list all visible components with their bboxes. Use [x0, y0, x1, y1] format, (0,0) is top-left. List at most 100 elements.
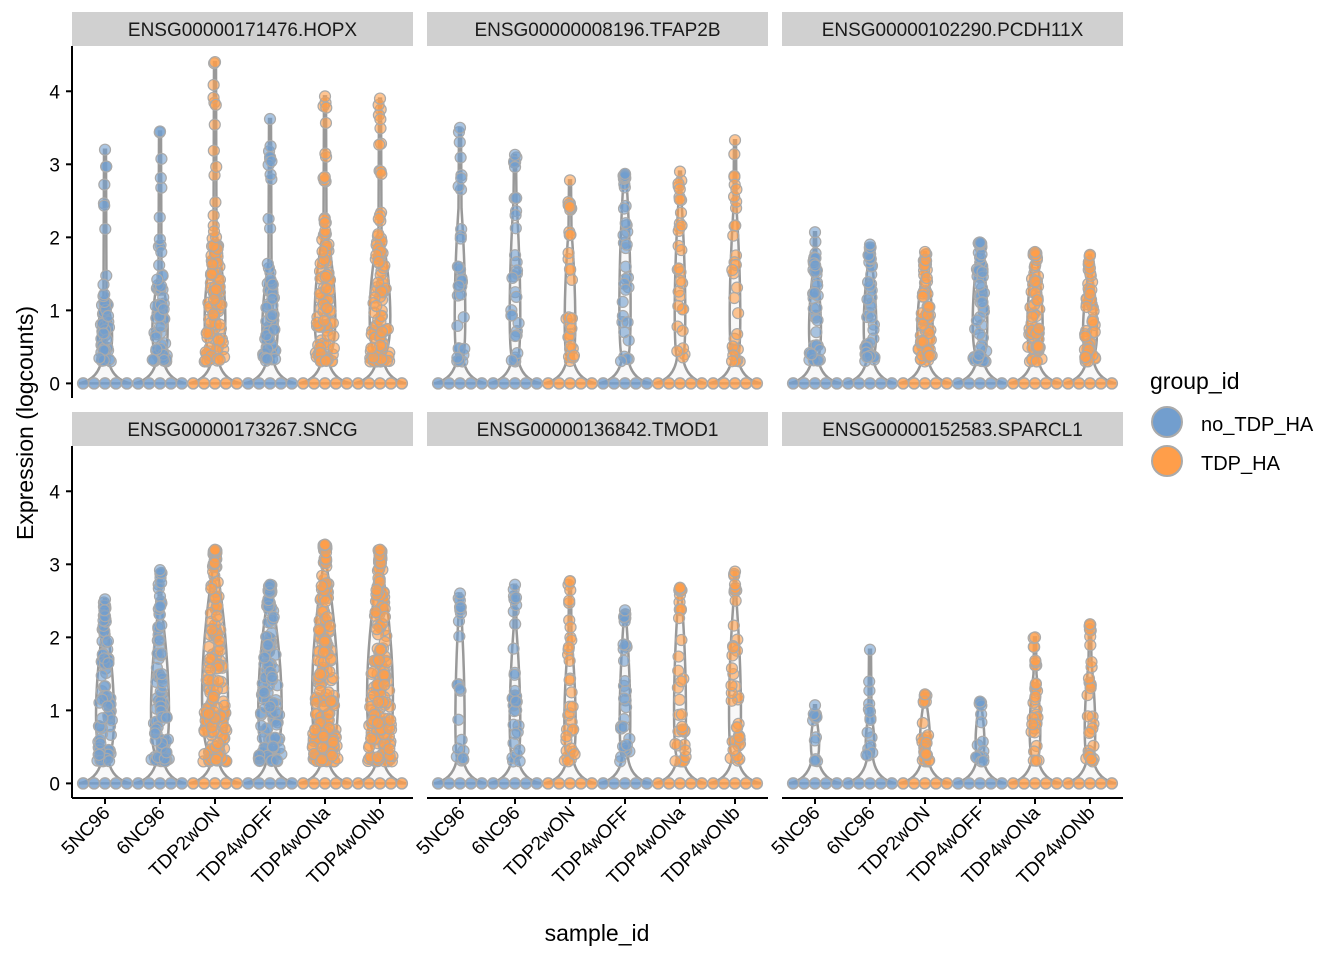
data-point: [861, 350, 874, 364]
data-point: [614, 355, 628, 368]
data-point: [574, 377, 588, 390]
violin-TDP4wONa: [651, 581, 709, 790]
data-point: [219, 777, 233, 790]
data-point: [95, 669, 108, 682]
data-point: [76, 777, 90, 790]
data-point: [457, 311, 470, 324]
data-point: [519, 777, 533, 790]
data-point: [153, 233, 166, 246]
data-point: [867, 323, 880, 336]
data-point: [808, 286, 821, 299]
data-point: [241, 377, 255, 390]
data-point: [319, 595, 332, 608]
data-point: [508, 668, 521, 681]
data-point: [319, 354, 333, 368]
data-point: [153, 320, 167, 333]
data-point: [319, 270, 332, 283]
data-point-max: [263, 112, 277, 126]
legend-key-tdp-ha: [1151, 445, 1183, 477]
facet-strip: [427, 12, 768, 46]
legend: group_id no_TDP_HA TDP_HA: [1150, 368, 1314, 477]
data-point: [268, 323, 281, 336]
data-point: [97, 327, 110, 340]
y-axis-title: Expression (logcounts): [12, 306, 38, 540]
data-point: [675, 708, 688, 721]
data-point: [596, 777, 610, 790]
data-point: [565, 312, 579, 325]
data-point-max: [863, 643, 877, 656]
data-point: [451, 260, 465, 273]
data-point: [615, 750, 628, 764]
data-point: [205, 268, 218, 281]
data-point: [786, 777, 800, 790]
data-point: [725, 679, 738, 692]
data-point: [684, 777, 698, 790]
data-point: [673, 377, 687, 390]
data-point: [207, 293, 221, 306]
data-point: [617, 202, 631, 215]
violin-TDP4wONb: [706, 134, 764, 390]
data-point: [375, 167, 388, 181]
data-point: [706, 377, 720, 390]
data-point: [861, 726, 874, 739]
panels: ENSG00000171476.HOPX 0 1 2 3 4 ENSG00000008196…: [49, 12, 1123, 889]
data-point: [509, 329, 522, 343]
data-point: [673, 777, 687, 790]
data-point: [618, 326, 631, 339]
data-point: [101, 700, 114, 713]
data-point: [312, 623, 326, 636]
data-point: [863, 675, 876, 688]
data-point: [296, 377, 310, 390]
data-point: [261, 638, 275, 652]
data-point: [318, 216, 331, 230]
data-point: [1017, 377, 1031, 390]
data-point: [651, 777, 665, 790]
data-point: [852, 777, 866, 790]
data-point: [252, 377, 266, 390]
data-point: [362, 377, 376, 390]
data-point: [269, 648, 282, 661]
data-point: [552, 377, 566, 390]
data-point: [640, 377, 654, 390]
data-point: [973, 278, 986, 291]
data-point: [673, 193, 686, 206]
violin-6NC96: [131, 564, 189, 790]
data-point: [808, 777, 822, 790]
data-point: [212, 334, 226, 347]
data-point: [207, 209, 220, 222]
data-point: [365, 342, 378, 355]
data-point: [616, 295, 629, 309]
data-point: [1082, 672, 1096, 685]
data-point: [863, 705, 877, 718]
facet-title: ENSG00000136842.TMOD1: [477, 420, 719, 441]
data-point: [563, 777, 577, 790]
x-axis-title: sample_id: [545, 920, 650, 946]
data-point: [672, 650, 685, 663]
data-point: [208, 118, 221, 131]
violin-TDP4wONb: [1061, 618, 1119, 790]
data-point: [727, 229, 740, 242]
violin-TDP4wONa: [651, 165, 709, 390]
facet-title: ENSG00000173267.SNCG: [127, 420, 357, 441]
facet-strip: [72, 12, 413, 46]
data-point: [148, 727, 162, 740]
data-point: [366, 666, 380, 679]
violin-TDP4wONa: [296, 538, 354, 790]
data-point: [676, 720, 689, 733]
data-point: [93, 748, 106, 761]
data-point: [508, 377, 522, 390]
violin-TDP4wOFF: [951, 236, 1009, 390]
data-point: [1026, 310, 1039, 323]
data-point: [274, 377, 288, 390]
data-point: [922, 326, 936, 340]
data-point: [717, 777, 731, 790]
data-point: [727, 641, 740, 654]
data-point: [863, 377, 877, 390]
data-point: [109, 777, 123, 790]
data-point: [323, 619, 337, 633]
data-point: [486, 377, 500, 390]
facet-strip: [72, 412, 413, 446]
data-point: [454, 601, 467, 614]
data-point: [241, 777, 255, 790]
data-point: [674, 274, 687, 288]
